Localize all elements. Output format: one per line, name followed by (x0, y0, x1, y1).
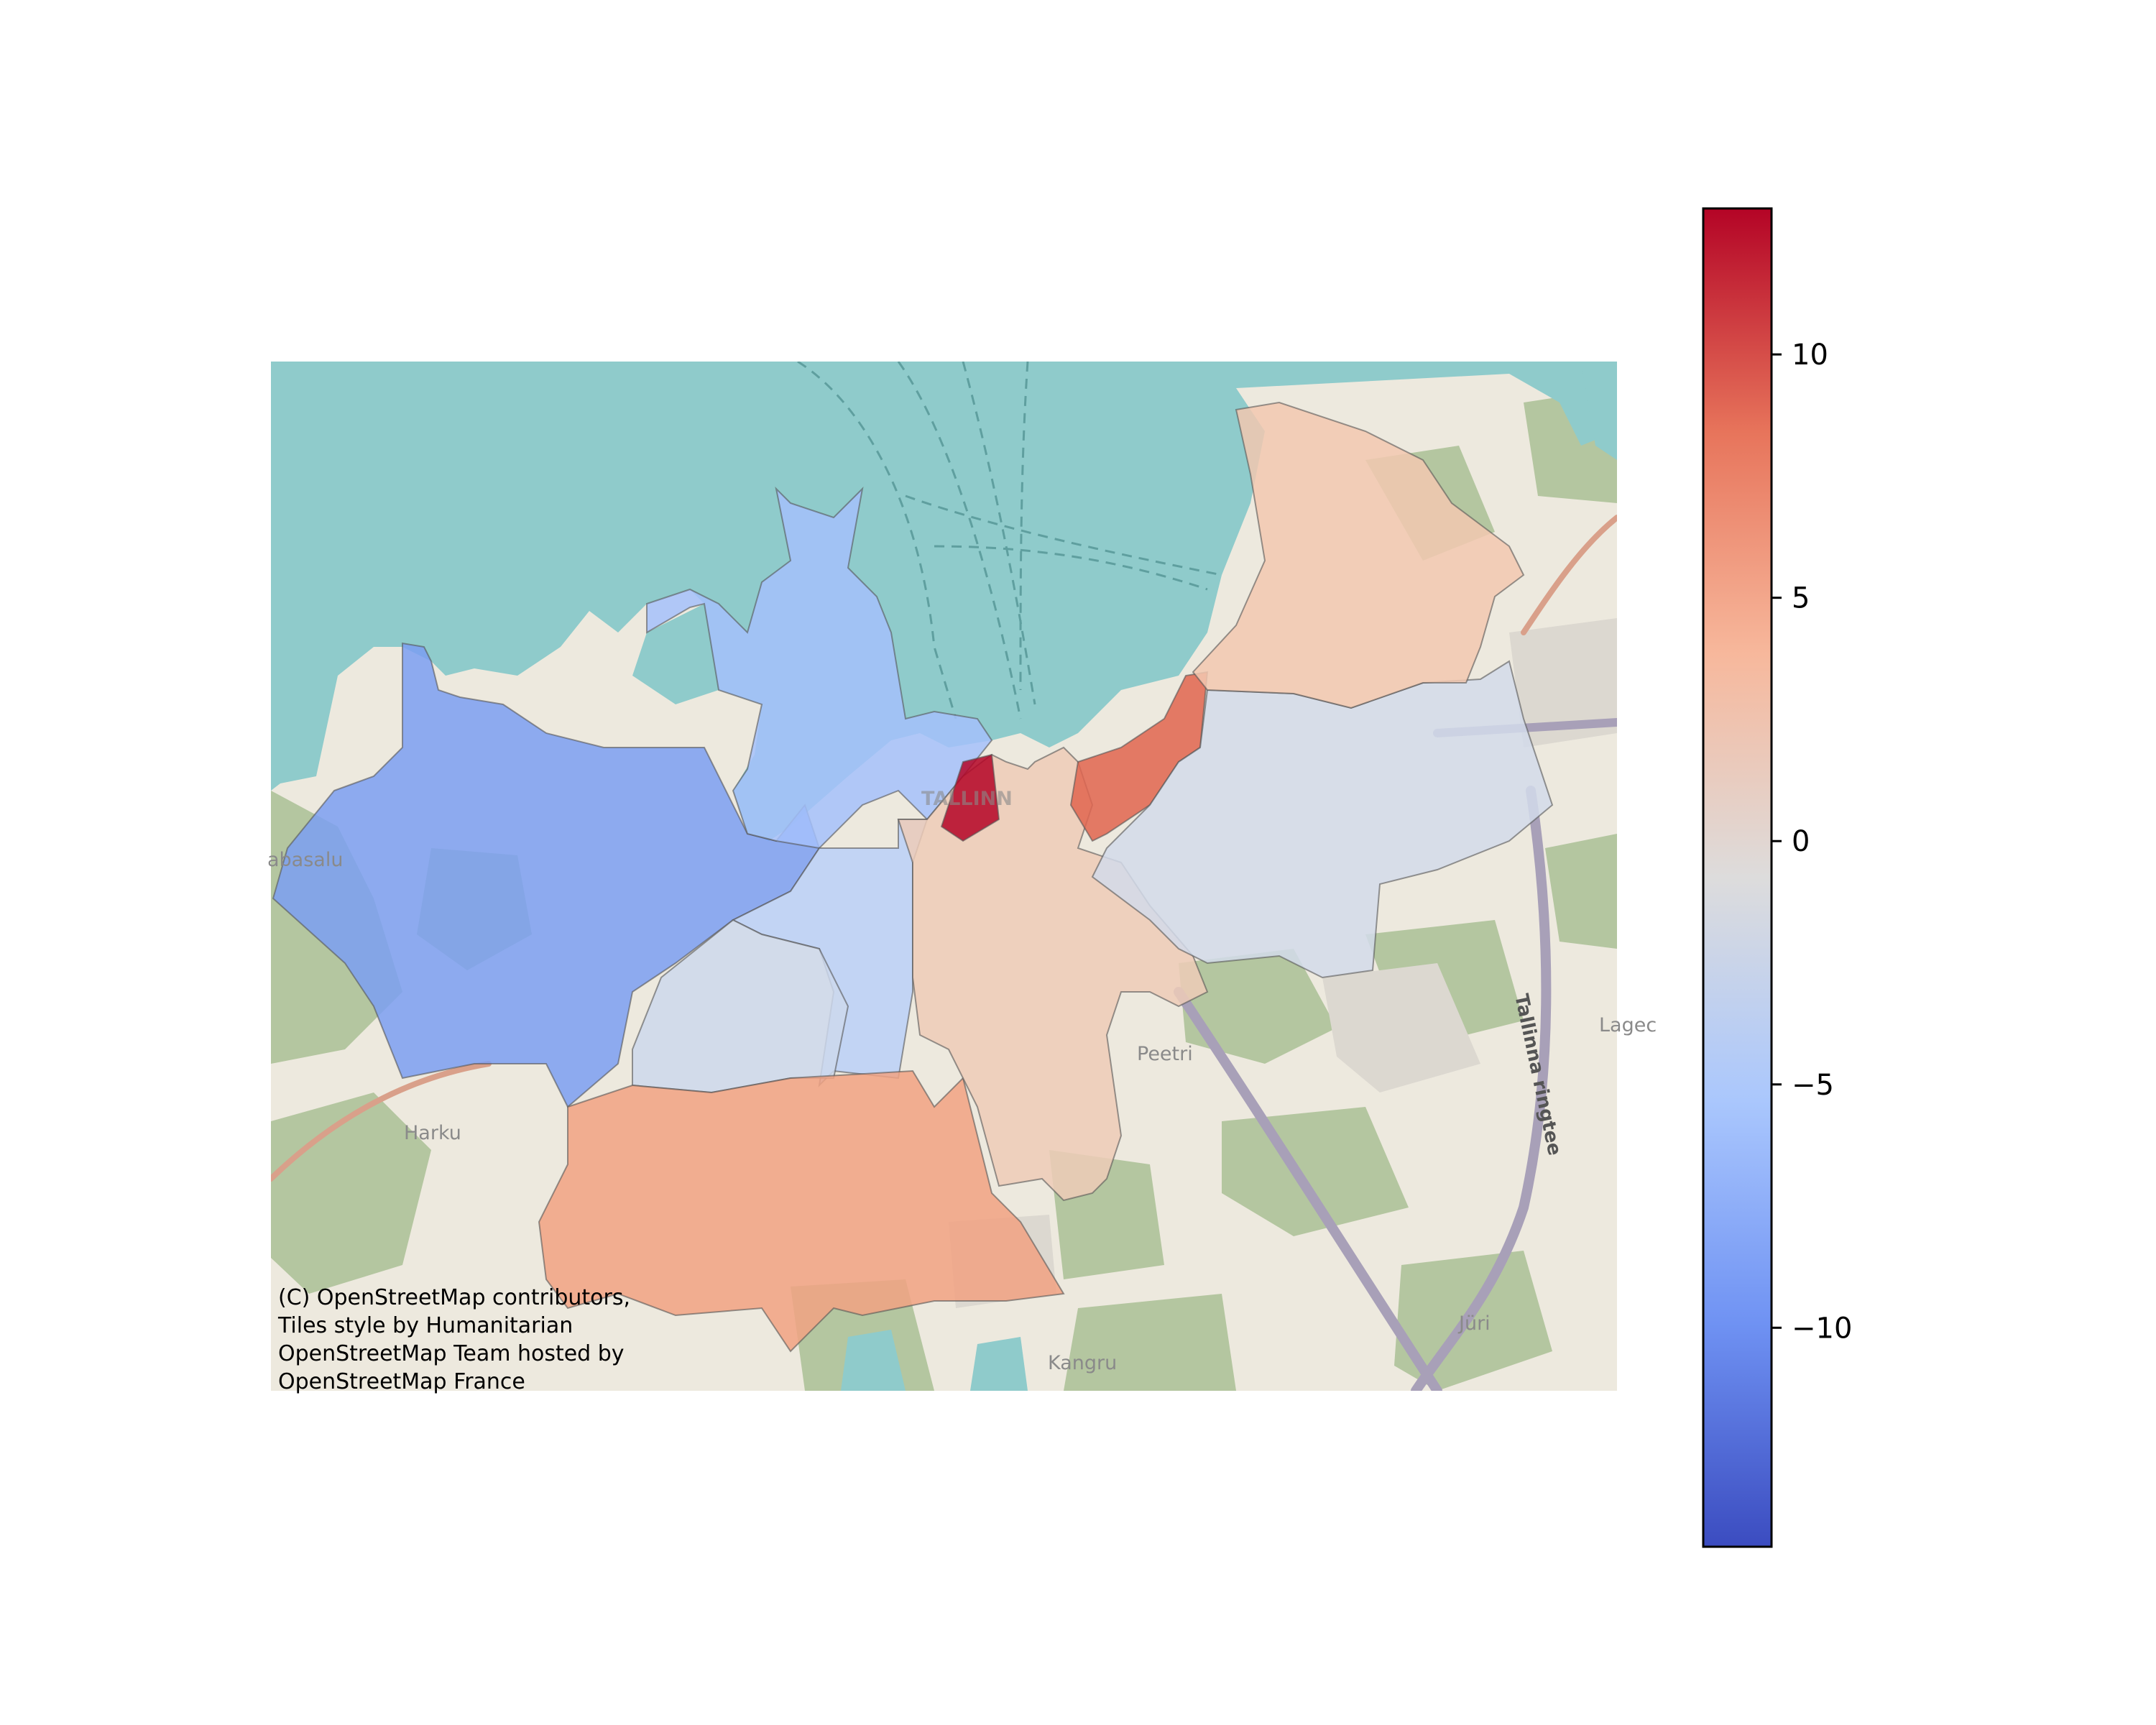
district-vanalinn[interactable] (940, 753, 1000, 842)
attribution-line-1: (C) OpenStreetMap contributors, (278, 1285, 630, 1310)
district-polygons (272, 401, 1554, 1353)
district-pirita[interactable] (1192, 401, 1525, 709)
place-label-peetri: Peetri (1137, 1043, 1193, 1065)
place-label-kangru: Kangru (1048, 1352, 1117, 1374)
attribution-line-3: OpenStreetMap Team hosted by (278, 1341, 625, 1366)
inland-water (841, 362, 1617, 1391)
colorbar-gradient (1702, 207, 1773, 1548)
colorbar: 10 5 0 −5 −10 (1702, 207, 1852, 1548)
colorbar-tick-label: −10 (1792, 1312, 1852, 1345)
colorbar-ticks: 10 5 0 −5 −10 (1772, 339, 1852, 1345)
map-attribution: (C) OpenStreetMap contributors, Tiles st… (278, 1284, 630, 1396)
colorbar-tick-label: 0 (1792, 825, 1810, 858)
colorbar-tick-label: 5 (1792, 582, 1810, 615)
shipping-lanes (797, 362, 1222, 719)
colorbar-tick-label: 10 (1792, 339, 1828, 372)
attribution-line-4: OpenStreetMap France (278, 1369, 525, 1394)
colorbar-tick-label: −5 (1792, 1069, 1834, 1102)
district-kesklinn[interactable] (897, 746, 1209, 1202)
sea (271, 362, 1617, 841)
place-label-harku: Harku (404, 1122, 461, 1144)
place-label-tallinn: TALLINN (921, 788, 1013, 810)
district-nomme[interactable] (538, 1070, 1065, 1353)
place-label-lagedi: Lagec (1599, 1014, 1657, 1036)
place-label-abasalu: abasalu (267, 849, 343, 871)
attribution-line-2: Tiles style by Humanitarian (278, 1313, 573, 1338)
place-label-juri: Jüri (1457, 1312, 1491, 1335)
district-pohja-tallinn[interactable] (646, 486, 993, 850)
